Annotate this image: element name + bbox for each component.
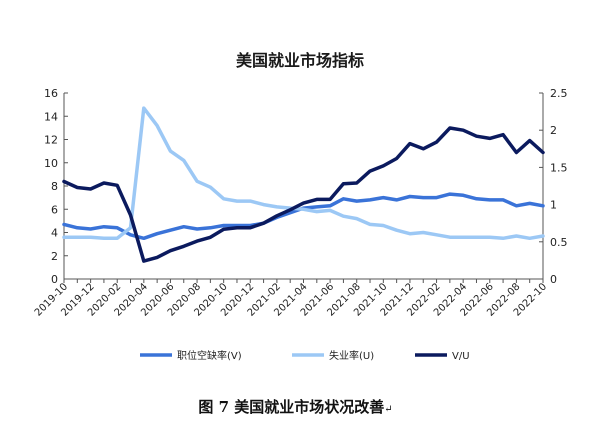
left-tick-label: 4 [51,227,58,240]
series-line-3 [62,126,545,263]
left-tick-label: 0 [51,273,58,286]
right-tick-label: 0.5 [550,236,568,249]
right-tick-label: 2 [550,124,557,137]
caption-mark: ↵ [384,404,393,415]
legend: 职位空缺率(V) 失业率(U) V/U [140,349,470,362]
right-tick-label: 1 [550,199,557,212]
legend-label-2: 失业率(U) [329,349,374,362]
series-3 [62,126,545,263]
figure-caption-text: 图 7 美国就业市场状况改善 [198,398,385,416]
right-tick-label: 1.5 [550,161,568,174]
left-tick-label: 14 [44,110,58,123]
figure-caption: 图 7 美国就业市场状况改善↵ [0,396,591,417]
left-tick-label: 2 [51,250,58,263]
chart-title: 美国就业市场指标 [236,51,364,70]
left-tick-label: 8 [51,180,58,193]
right-tick-label: 2.5 [550,87,568,100]
legend-label-3: V/U [452,351,470,362]
right-tick-label: 0 [550,273,557,286]
left-tick-label: 12 [44,134,58,147]
series-layer [62,106,545,263]
left-tick-label: 16 [44,87,58,100]
series-line-2 [62,106,545,241]
left-tick-label: 6 [51,203,58,216]
left-tick-label: 10 [44,157,58,170]
legend-label-1: 职位空缺率(V) [177,349,242,362]
series-2 [62,106,545,241]
